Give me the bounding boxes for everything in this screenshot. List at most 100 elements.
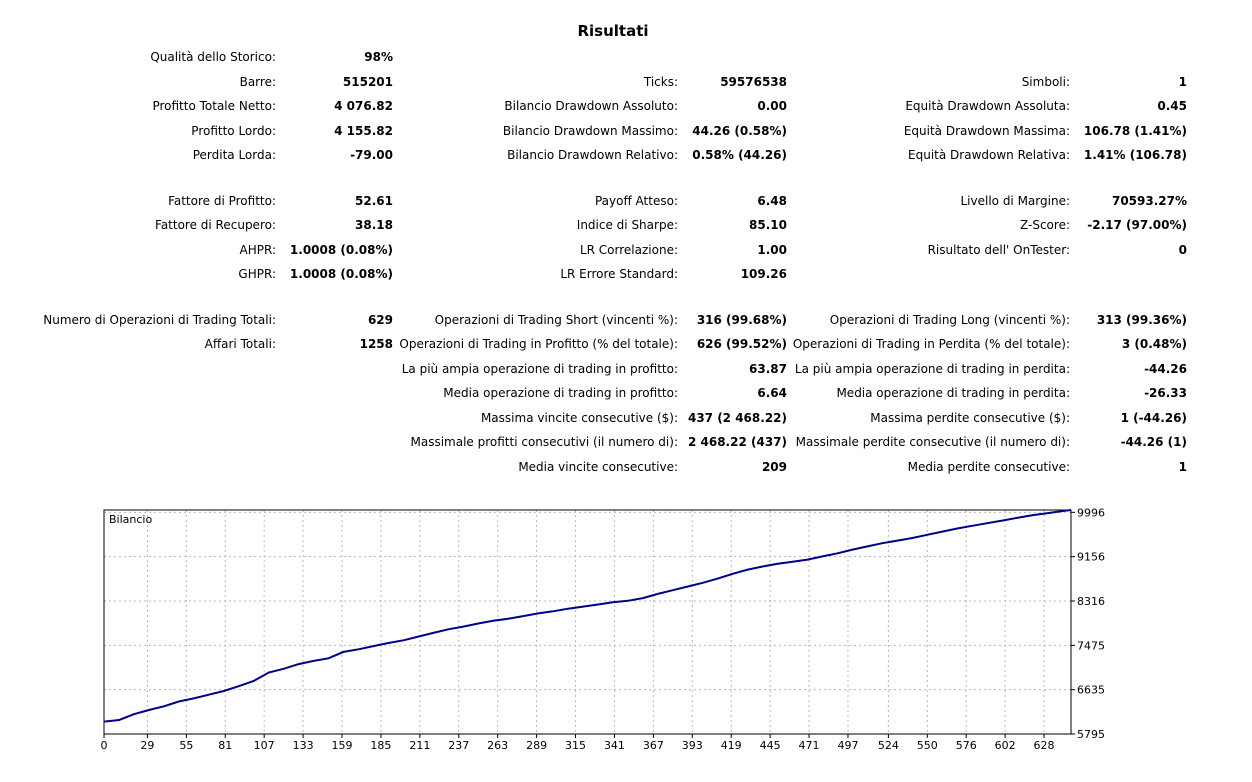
value-operazioni-short: 316 (99.68%)	[696, 313, 787, 327]
value-operazioni-perdita: 3 (0.48%)	[1121, 337, 1187, 351]
value-payoff-atteso: 6.48	[757, 194, 787, 208]
value-bilancio-dd-relativo: 0.58% (44.26)	[692, 148, 787, 162]
chart-title: Bilancio	[109, 513, 152, 526]
value-indice-sharpe: 85.10	[749, 218, 787, 232]
label-barre: Barre:	[239, 75, 276, 89]
label-media-vincite-consecutive: Media vincite consecutive:	[518, 460, 678, 474]
label-ahpr: AHPR:	[239, 243, 276, 257]
label-operazioni-long: Operazioni di Trading Long (vincenti %):	[829, 313, 1070, 327]
y-tick-label: 5795	[1077, 728, 1105, 741]
value-fattore-profitto: 52.61	[355, 194, 393, 208]
x-tick-label: 133	[293, 739, 314, 752]
label-fattore-recupero: Fattore di Recupero:	[155, 218, 276, 232]
value-lr-errore-standard: 109.26	[740, 267, 787, 281]
x-tick-label: 550	[917, 739, 938, 752]
value-massima-perdite-consecutive: 1 (-44.26)	[1120, 411, 1187, 425]
value-piu-ampia-profitto: 63.87	[749, 362, 787, 376]
label-payoff-atteso: Payoff Atteso:	[594, 194, 678, 208]
label-qualita-storico: Qualità dello Storico:	[150, 50, 276, 64]
label-piu-ampia-perdita: La più ampia operazione di trading in pe…	[794, 362, 1070, 376]
x-tick-label: 497	[837, 739, 858, 752]
x-tick-label: 315	[565, 739, 586, 752]
label-bilancio-dd-assoluto: Bilancio Drawdown Assoluto:	[504, 99, 678, 113]
value-massimale-profitti-consecutivi: 2 468.22 (437)	[687, 435, 787, 449]
value-operazioni-long: 313 (99.36%)	[1096, 313, 1187, 327]
value-ghpr: 1.0008 (0.08%)	[289, 267, 393, 281]
label-massimale-profitti-consecutivi: Massimale profitti consecutivi (il numer…	[410, 435, 679, 449]
value-massima-vincite-consecutive: 437 (2 468.22)	[687, 411, 787, 425]
x-tick-label: 393	[682, 739, 703, 752]
x-tick-label: 107	[254, 739, 275, 752]
label-indice-sharpe: Indice di Sharpe:	[576, 218, 678, 232]
label-bilancio-dd-relativo: Bilancio Drawdown Relativo:	[507, 148, 678, 162]
x-tick-label: 29	[140, 739, 154, 752]
value-operazioni-totali: 629	[367, 313, 393, 327]
value-piu-ampia-perdita: -44.26	[1144, 362, 1187, 376]
label-piu-ampia-profitto: La più ampia operazione di trading in pr…	[401, 362, 678, 376]
value-media-profitto: 6.64	[757, 386, 787, 400]
chart-series-group	[103, 509, 1072, 723]
value-profitto-totale-netto: 4 076.82	[334, 99, 393, 113]
y-tick-label: 9996	[1077, 506, 1105, 519]
label-affari-totali: Affari Totali:	[204, 337, 276, 351]
label-massima-vincite-consecutive: Massima vincite consecutive ($):	[480, 411, 678, 425]
value-lr-correlazione: 1.00	[757, 243, 787, 257]
value-simboli: 1	[1178, 75, 1187, 89]
page-title: Risultati	[577, 22, 649, 40]
label-operazioni-short: Operazioni di Trading Short (vincenti %)…	[434, 313, 678, 327]
x-tick-label: 471	[799, 739, 820, 752]
y-axis: 5795 6635 7475 8316 9156 9996	[1071, 506, 1105, 741]
label-ghpr: GHPR:	[238, 267, 276, 281]
value-barre: 515201	[342, 75, 393, 89]
label-equita-dd-relativa: Equità Drawdown Relativa:	[908, 148, 1070, 162]
x-tick-label: 628	[1034, 739, 1055, 752]
label-z-score: Z-Score:	[1020, 218, 1070, 232]
label-massima-perdite-consecutive: Massima perdite consecutive ($):	[870, 411, 1070, 425]
y-tick-label: 6635	[1077, 684, 1105, 697]
value-operazioni-profitto: 626 (99.52%)	[696, 337, 787, 351]
value-z-score: -2.17 (97.00%)	[1087, 218, 1187, 232]
x-tick-label: 445	[760, 739, 781, 752]
value-media-perdite-consecutive: 1	[1178, 460, 1187, 474]
label-operazioni-profitto: Operazioni di Trading in Profitto (% del…	[399, 337, 678, 351]
value-massimale-perdite-consecutive: -44.26 (1)	[1120, 435, 1187, 449]
label-risultato-ontester: Risultato dell' OnTester:	[927, 243, 1070, 257]
label-equita-dd-massima: Equità Drawdown Massima:	[903, 124, 1070, 138]
label-lr-errore-standard: LR Errore Standard:	[560, 267, 678, 281]
label-media-perdite-consecutive: Media perdite consecutive:	[907, 460, 1070, 474]
y-tick-label: 7475	[1077, 639, 1105, 652]
label-profitto-lordo: Profitto Lordo:	[191, 124, 276, 138]
label-livello-margine: Livello di Margine:	[960, 194, 1070, 208]
value-risultato-ontester: 0	[1178, 243, 1187, 257]
x-tick-label: 81	[218, 739, 232, 752]
x-tick-label: 576	[956, 739, 977, 752]
label-media-profitto: Media operazione di trading in profitto:	[443, 386, 678, 400]
label-lr-correlazione: LR Correlazione:	[579, 243, 678, 257]
label-massimale-perdite-consecutive: Massimale perdite consecutive (il numero…	[795, 435, 1070, 449]
label-simboli: Simboli:	[1021, 75, 1070, 89]
value-fattore-recupero: 38.18	[355, 218, 393, 232]
x-axis: 0 29 55 81 107 133 159 185 211 237 263 289 315 341 367…	[101, 734, 1055, 752]
chart-grid	[103, 510, 1071, 735]
label-fattore-profitto: Fattore di Profitto:	[168, 194, 276, 208]
x-tick-label: 237	[448, 739, 469, 752]
value-profitto-lordo: 4 155.82	[334, 124, 393, 138]
label-media-perdita: Media operazione di trading in perdita:	[836, 386, 1070, 400]
value-media-vincite-consecutive: 209	[761, 460, 787, 474]
value-bilancio-dd-massimo: 44.26 (0.58%)	[692, 124, 787, 138]
x-tick-label: 341	[604, 739, 625, 752]
value-ahpr: 1.0008 (0.08%)	[289, 243, 393, 257]
y-tick-label: 8316	[1077, 595, 1105, 608]
x-tick-label: 0	[101, 739, 108, 752]
value-affari-totali: 1258	[359, 337, 393, 351]
value-perdita-lorda: -79.00	[350, 148, 393, 162]
x-tick-label: 419	[721, 739, 742, 752]
value-ticks: 59576538	[720, 75, 787, 89]
x-tick-label: 263	[487, 739, 508, 752]
label-equita-dd-assoluta: Equità Drawdown Assoluta:	[905, 99, 1070, 113]
y-tick-label: 9156	[1077, 551, 1105, 564]
label-perdita-lorda: Perdita Lorda:	[192, 148, 276, 162]
label-profitto-totale-netto: Profitto Totale Netto:	[152, 99, 276, 113]
x-tick-label: 211	[409, 739, 430, 752]
x-tick-label: 159	[332, 739, 353, 752]
